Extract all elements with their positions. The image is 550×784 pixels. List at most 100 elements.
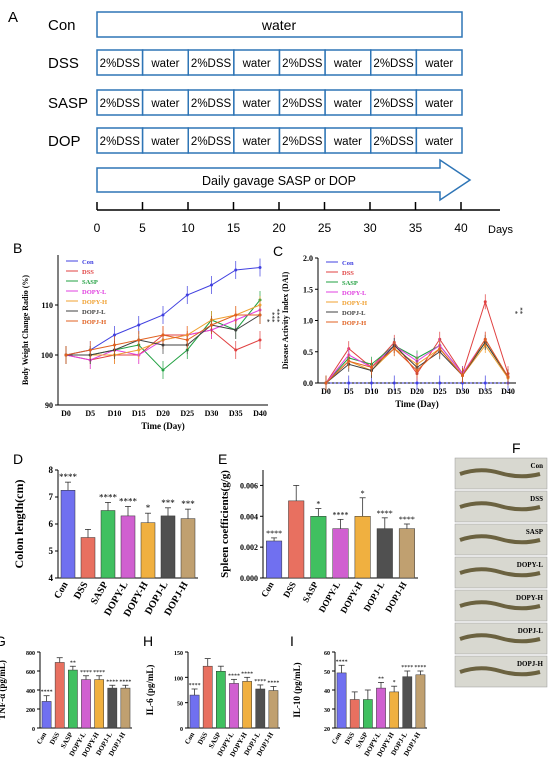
x-tick-label: SASP [300, 580, 320, 604]
legend-label: DOPJ-H [342, 320, 366, 327]
x-tick-label: D35 [478, 387, 492, 396]
y-tick-label: 2.0 [303, 254, 313, 263]
significance-mark: **** [414, 665, 426, 671]
row-label-1: DSS [48, 55, 79, 72]
legend-label: DOPY-L [342, 290, 367, 297]
timeline-tick-label: 20 [272, 221, 286, 235]
x-tick-label: D15 [132, 409, 146, 418]
x-tick-label: D10 [108, 409, 122, 418]
segment-label: 2%DSS [191, 58, 232, 70]
significance-mark: **** [276, 308, 284, 323]
segment-label: water [424, 98, 453, 110]
data-point [113, 333, 116, 337]
data-point [161, 313, 165, 317]
data-point [210, 323, 213, 327]
bar-DSS [349, 699, 360, 729]
segment-box [141, 49, 189, 76]
legend-label: DOPJ-L [342, 310, 366, 317]
segment-box [187, 89, 235, 116]
significance-mark: ** [378, 676, 384, 682]
y-tick-label: 100 [41, 351, 53, 360]
y-tick-label: 800 [26, 651, 35, 657]
significance-mark: * [393, 680, 396, 686]
data-point [88, 348, 92, 352]
y-tick-label: 90 [45, 401, 53, 410]
y-tick-label: 1.0 [303, 317, 313, 326]
significance-mark: *** [271, 312, 279, 323]
segment-label: water [150, 136, 179, 148]
bar-DOPY-H [354, 516, 371, 579]
segment-label: 2%DSS [100, 136, 141, 148]
data-point [234, 328, 238, 332]
colon-specimen [459, 501, 541, 512]
legend-label: DOPJ-H [82, 319, 106, 326]
y-axis-title: IL-10 (pg/mL) [292, 662, 302, 717]
x-tick-label: Con [259, 580, 276, 599]
data-point [415, 369, 419, 372]
colon-specimen [459, 600, 541, 611]
legend-label: DOPY-H [342, 300, 367, 307]
data-point [324, 381, 328, 385]
segment-label: 2%DSS [373, 98, 414, 110]
y-tick-label: 50 [177, 702, 183, 708]
data-point [161, 333, 165, 337]
panel-label: E [218, 451, 227, 467]
y-tick-label: 0.004 [240, 512, 258, 521]
significance-mark: * [514, 310, 522, 314]
bar-Con [60, 490, 76, 579]
x-tick-label: Con [183, 731, 196, 746]
significance-mark: **** [41, 690, 53, 696]
x-tick-label: D0 [61, 409, 71, 418]
data-point [161, 343, 165, 347]
segment-label: 2%DSS [282, 98, 323, 110]
data-point [347, 359, 351, 363]
data-point [137, 338, 141, 342]
timeline-tick-label: 30 [363, 221, 377, 235]
bar-DOPY-H [389, 691, 399, 729]
y-tick-label: 7 [49, 492, 54, 502]
segment-label: water [333, 136, 362, 148]
data-point [258, 313, 262, 317]
x-axis-title: Time (Day) [141, 421, 185, 431]
panel-label: C [273, 243, 283, 259]
x-axis-title: Time (Day) [395, 399, 439, 409]
y-tick-label: 0 [32, 727, 35, 733]
segment-box [187, 127, 235, 154]
significance-mark: **** [106, 679, 118, 685]
segment-label: water [242, 98, 271, 110]
y-axis-title: Colon length(cm) [12, 480, 26, 569]
panel-f-label: F [512, 440, 521, 456]
timeline-tick-label: 35 [409, 221, 423, 235]
significance-mark: ** [70, 660, 76, 666]
data-point [210, 283, 213, 287]
y-tick-label: 0.0 [303, 379, 313, 388]
timeline-unit: Days [488, 224, 514, 236]
colon-photo-label: DOPJ-L [518, 627, 544, 635]
data-point [347, 381, 351, 385]
data-point [137, 323, 141, 327]
legend-label: DSS [82, 269, 94, 276]
segment-box [233, 127, 281, 154]
panel-label: G [0, 633, 6, 649]
timeline-tick-label: 40 [454, 221, 468, 235]
gavage-arrow [96, 158, 472, 202]
segment-box [324, 49, 372, 76]
y-tick-label: 200 [26, 708, 35, 714]
bar-DSS [202, 665, 213, 729]
panel-label: B [13, 240, 22, 256]
colon-specimen [459, 468, 541, 479]
x-tick-label: D40 [501, 387, 515, 396]
segment-box [233, 49, 281, 76]
data-point [506, 375, 510, 379]
segment-label: 2%DSS [282, 136, 323, 148]
y-axis-title: Spleen coefficients(g/g) [219, 470, 231, 578]
bar-DOPY-H [242, 681, 252, 729]
bar-DOPJ-L [107, 687, 118, 729]
colon-specimen [459, 534, 541, 545]
y-axis-title: Disease Activity Index (DAI) [281, 271, 290, 369]
y-tick-label: 400 [26, 689, 35, 695]
y-tick-label: 60 [324, 651, 330, 657]
x-tick-label: Con [52, 580, 71, 601]
x-tick-label: D15 [387, 387, 401, 396]
y-tick-label: 0 [180, 727, 183, 733]
